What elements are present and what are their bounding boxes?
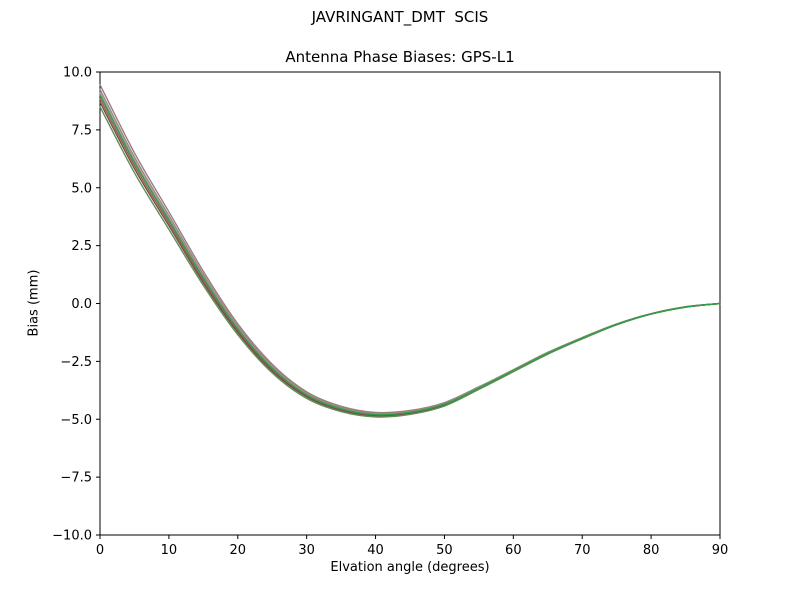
y-tick-label: −10.0 [52, 529, 92, 544]
x-tick-label: 40 [367, 543, 384, 558]
y-tick-label: 2.5 [71, 239, 92, 254]
y-tick-label: −2.5 [60, 355, 92, 370]
y-tick-label: 0.0 [71, 297, 92, 312]
x-tick-label: 90 [712, 543, 729, 558]
axes-frame [99, 71, 721, 536]
series-line-trace-2 [99, 88, 721, 415]
axes-title: Antenna Phase Biases: GPS-L1 [285, 48, 515, 66]
series-line-trace-1 [99, 84, 721, 414]
x-tick-label: 30 [298, 543, 315, 558]
y-tick-label: 10.0 [63, 66, 92, 81]
x-tick-label: 80 [643, 543, 660, 558]
x-tick-label: 10 [161, 543, 178, 558]
series-line-trace-7 [99, 94, 721, 416]
y-tick-label: −5.0 [60, 413, 92, 428]
x-tick-label: 0 [96, 543, 104, 558]
x-tick-label: 60 [505, 543, 522, 558]
x-tick-label: 50 [436, 543, 453, 558]
y-tick-label: −7.5 [60, 471, 92, 486]
y-tick-label: 7.5 [71, 123, 92, 138]
y-tick-label: 5.0 [71, 181, 92, 196]
x-tick-label: 70 [574, 543, 591, 558]
figure-suptitle: JAVRINGANT_DMT SCIS [311, 8, 489, 26]
x-axis-label: Elvation angle (degrees) [330, 560, 490, 575]
x-tick-label: 20 [230, 543, 247, 558]
